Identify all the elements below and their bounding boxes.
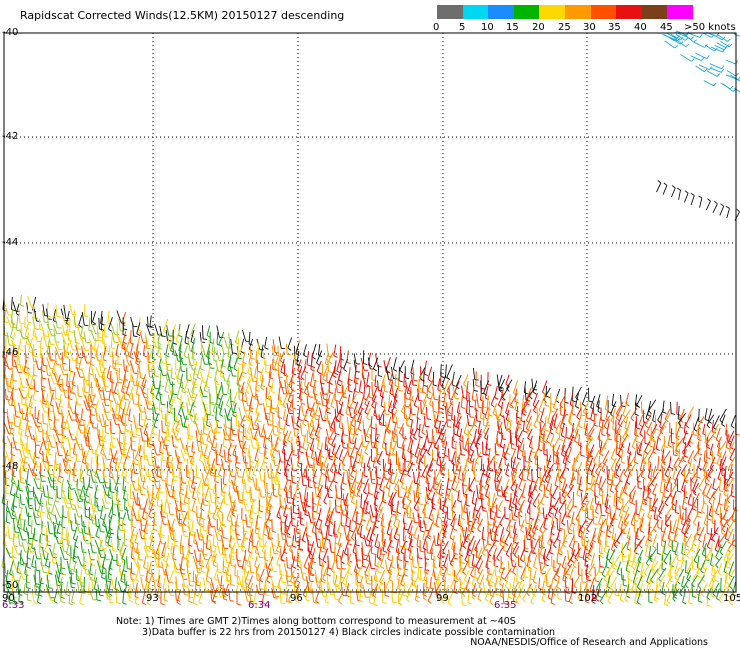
time-label: 6:34	[248, 600, 271, 611]
notes-line-1: Note: 1) Times are GMT 2)Times along bot…	[116, 616, 516, 627]
legend-label: 15	[506, 22, 519, 33]
time-label: 6:33	[2, 600, 25, 611]
longitude-label: 93	[146, 593, 159, 604]
legend-swatch	[667, 5, 693, 19]
legend-label: 35	[608, 22, 621, 33]
legend-swatch	[462, 5, 489, 19]
legend-label: 10	[481, 22, 494, 33]
longitude-label: 96	[290, 593, 303, 604]
longitude-label: 102	[578, 593, 598, 604]
notes-line-2: 3)Data buffer is 22 hrs from 20150127 4)…	[142, 627, 556, 638]
latitude-label: -48	[2, 461, 19, 472]
legend-label: 45	[660, 22, 673, 33]
legend-swatch	[641, 5, 668, 19]
longitude-label: 99	[436, 593, 449, 604]
latitude-label: -46	[2, 347, 19, 358]
legend-swatch	[539, 5, 565, 19]
wind-speed-color-scale	[437, 5, 693, 19]
legend-label: 20	[532, 22, 545, 33]
latitude-label: -44	[2, 237, 19, 248]
legend-swatch	[488, 5, 514, 19]
latitude-label: -42	[2, 131, 19, 142]
wind-barbs	[1, 30, 740, 607]
legend-swatch	[513, 5, 540, 19]
legend-swatch	[564, 5, 591, 19]
legend-swatch	[590, 5, 617, 19]
legend-swatch	[616, 5, 642, 19]
map-frame	[3, 32, 737, 593]
longitude-label: 105	[723, 593, 740, 604]
credit-line: NOAA/NESDIS/Office of Research and Appli…	[470, 637, 708, 648]
grid-lines	[4, 32, 736, 592]
map-title: Rapidscat Corrected Winds(12.5KM) 201501…	[20, 9, 345, 22]
longitude-label: 90	[2, 593, 15, 604]
time-label: 6:35	[494, 600, 517, 611]
legend-label: 5	[459, 22, 466, 33]
legend-label: 25	[558, 22, 571, 33]
legend-swatch	[437, 5, 463, 19]
latitude-label: -40	[2, 27, 19, 38]
legend-label: 0	[433, 22, 440, 33]
legend-label: 30	[583, 22, 596, 33]
latitude-label: -50	[2, 580, 19, 591]
legend-label: >50 knots	[684, 22, 736, 33]
legend-label: 40	[634, 22, 647, 33]
